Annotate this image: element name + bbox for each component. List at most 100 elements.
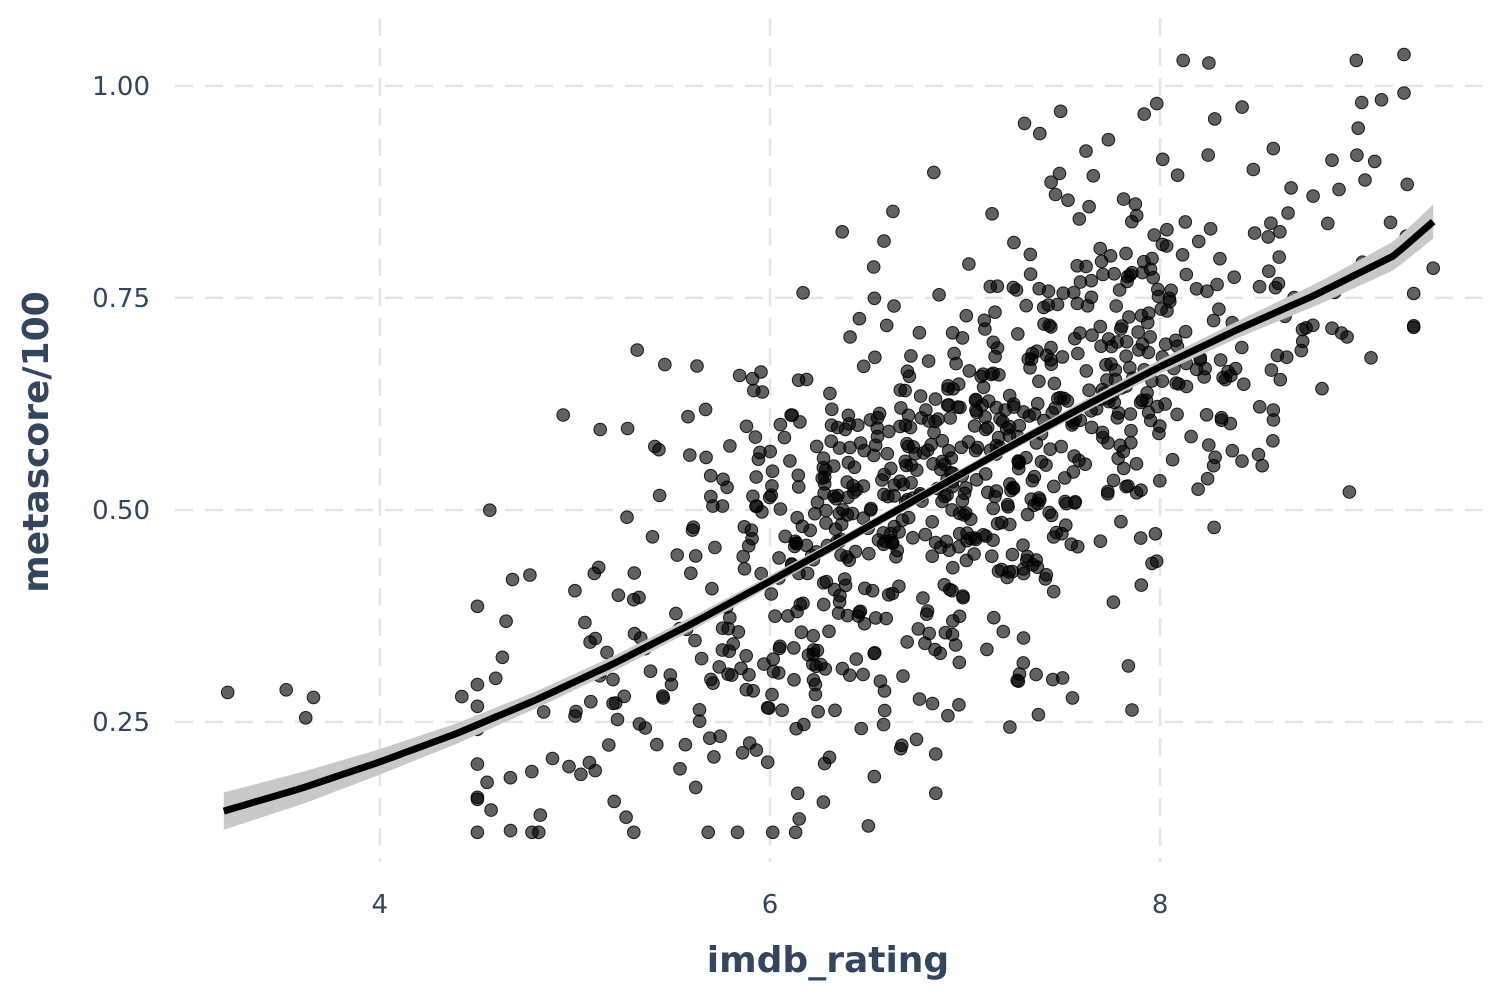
data-point bbox=[881, 588, 896, 602]
data-point bbox=[732, 368, 747, 383]
data-point bbox=[523, 568, 537, 582]
data-point bbox=[688, 549, 703, 563]
data-point bbox=[715, 643, 730, 657]
data-point bbox=[926, 457, 940, 471]
data-point bbox=[893, 741, 908, 756]
data-point bbox=[1033, 126, 1047, 141]
data-point bbox=[941, 444, 956, 458]
data-point bbox=[1137, 107, 1151, 121]
data-point bbox=[701, 825, 716, 840]
data-point bbox=[992, 368, 1006, 382]
data-point bbox=[1100, 373, 1114, 387]
data-point bbox=[737, 562, 752, 576]
data-point bbox=[1252, 279, 1267, 294]
data-point bbox=[852, 311, 867, 326]
data-point bbox=[1050, 297, 1065, 312]
data-point bbox=[1334, 326, 1349, 340]
data-point bbox=[996, 624, 1011, 639]
data-point bbox=[1264, 363, 1279, 377]
data-point bbox=[483, 503, 497, 518]
data-point bbox=[771, 666, 786, 680]
data-point bbox=[1112, 283, 1127, 297]
data-point bbox=[1266, 141, 1281, 156]
data-point bbox=[1055, 350, 1070, 364]
data-point bbox=[712, 660, 727, 674]
x-tick-label: 4 bbox=[372, 890, 389, 920]
data-point bbox=[1067, 285, 1081, 300]
data-point bbox=[856, 667, 870, 682]
data-point bbox=[840, 475, 855, 489]
data-point bbox=[1251, 447, 1266, 462]
data-point bbox=[1023, 267, 1038, 282]
data-point bbox=[1139, 393, 1154, 408]
data-point bbox=[1079, 144, 1093, 158]
data-point bbox=[1084, 290, 1099, 305]
data-point bbox=[876, 717, 891, 732]
data-point bbox=[856, 359, 871, 374]
data-point bbox=[707, 750, 721, 764]
data-point bbox=[1134, 578, 1149, 592]
data-point bbox=[773, 502, 788, 516]
data-point bbox=[969, 405, 984, 420]
data-point bbox=[899, 458, 914, 473]
data-point bbox=[708, 540, 722, 555]
data-point bbox=[914, 411, 929, 425]
data-point bbox=[600, 645, 614, 660]
data-point bbox=[741, 539, 756, 553]
data-point bbox=[918, 527, 933, 542]
data-point bbox=[765, 479, 779, 493]
data-point bbox=[568, 583, 582, 598]
data-point bbox=[1162, 291, 1177, 306]
data-point bbox=[900, 635, 915, 649]
data-point bbox=[663, 668, 678, 682]
data-point bbox=[959, 308, 974, 323]
data-point bbox=[1046, 530, 1061, 544]
data-point bbox=[824, 418, 839, 433]
data-point bbox=[1012, 456, 1026, 471]
x-tick-label: 6 bbox=[762, 890, 779, 920]
data-point bbox=[946, 560, 960, 575]
data-point bbox=[1266, 403, 1281, 417]
data-point bbox=[787, 673, 801, 687]
data-point bbox=[1047, 479, 1061, 494]
x-axis-title: imdb_rating bbox=[707, 940, 949, 981]
data-point bbox=[638, 721, 653, 735]
data-point bbox=[1111, 406, 1126, 420]
data-point bbox=[1020, 507, 1035, 522]
data-point bbox=[818, 662, 833, 676]
data-point bbox=[1082, 199, 1096, 214]
data-point bbox=[904, 476, 918, 490]
data-point bbox=[1207, 112, 1222, 126]
data-point bbox=[1073, 326, 1087, 340]
data-point bbox=[819, 574, 834, 589]
data-point bbox=[721, 667, 735, 682]
data-point bbox=[1068, 496, 1082, 510]
data-point bbox=[1079, 364, 1094, 378]
data-point bbox=[1122, 310, 1136, 324]
data-point bbox=[1030, 396, 1045, 411]
data-point bbox=[1086, 169, 1101, 183]
data-point bbox=[987, 610, 1001, 625]
data-point bbox=[822, 750, 837, 765]
data-point bbox=[650, 737, 664, 752]
data-point bbox=[893, 419, 907, 434]
data-point bbox=[1252, 400, 1267, 414]
data-point bbox=[1237, 377, 1251, 392]
data-point bbox=[736, 549, 751, 564]
data-point bbox=[841, 455, 856, 470]
data-point bbox=[720, 480, 734, 495]
y-tick-label: 0.25 bbox=[92, 708, 150, 738]
data-point bbox=[956, 590, 970, 605]
data-point bbox=[853, 604, 868, 619]
data-point bbox=[694, 651, 709, 666]
data-point bbox=[1084, 420, 1099, 435]
y-tick-label: 0.75 bbox=[92, 284, 150, 314]
data-point bbox=[1325, 153, 1339, 167]
data-point bbox=[1225, 443, 1240, 458]
data-point bbox=[1148, 527, 1163, 541]
data-point bbox=[690, 359, 704, 373]
data-point bbox=[854, 721, 869, 736]
data-point bbox=[1043, 442, 1057, 457]
data-point bbox=[1281, 206, 1295, 220]
